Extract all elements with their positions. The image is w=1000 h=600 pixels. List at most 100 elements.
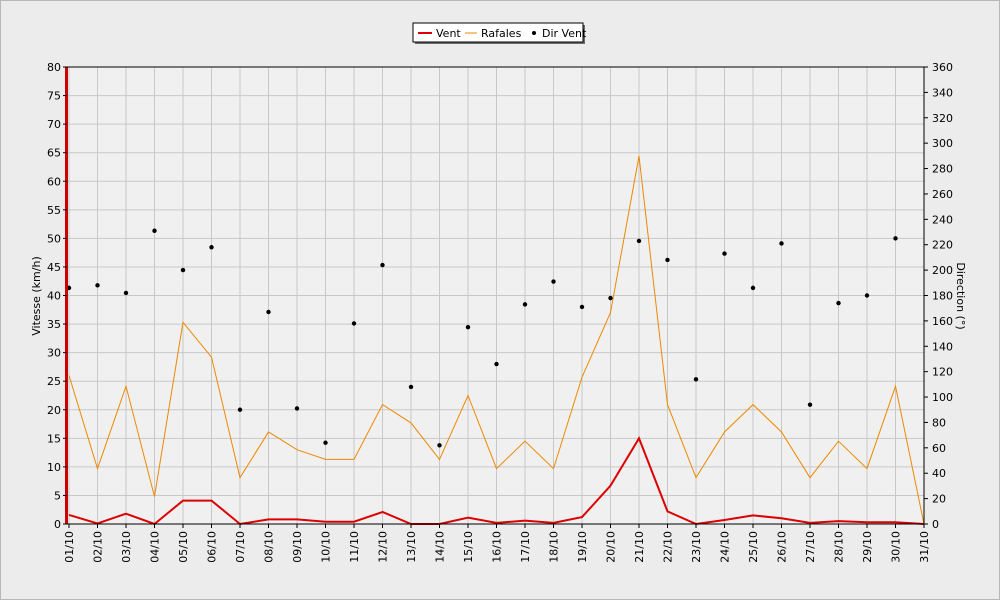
x-tick-label: 04/10	[149, 531, 162, 563]
x-tick-label: 23/10	[690, 531, 703, 563]
y2-tick-label: 240	[932, 213, 953, 226]
y2-tick-label: 200	[932, 264, 953, 277]
x-tick-label: 22/10	[662, 531, 675, 563]
x-tick-label: 11/10	[348, 531, 361, 563]
data-point-dir-vent	[408, 384, 414, 390]
data-point-dir-vent	[351, 321, 357, 326]
legend-label-vent: Vent	[436, 27, 461, 40]
y-tick-label: 20	[47, 404, 61, 417]
y-tick-label: 5	[54, 489, 61, 502]
data-point-dir-vent	[323, 440, 328, 445]
y-tick-label: 65	[47, 147, 61, 160]
x-tick-label: 05/10	[177, 531, 190, 563]
series-line-rafales	[68, 156, 925, 525]
data-point-dir-vent	[665, 257, 670, 263]
y2-tick-label: 120	[932, 366, 953, 379]
x-tick-label: 25/10	[747, 531, 760, 563]
y-tick-label: 35	[47, 318, 61, 331]
y2-tick-label: 160	[932, 315, 953, 328]
y2-tick-label: 360	[932, 61, 953, 74]
x-tick-label: 14/10	[434, 531, 447, 563]
data-point-dir-vent	[209, 245, 214, 250]
x-tick-label: 06/10	[206, 531, 219, 563]
data-point-dir-vent	[636, 238, 642, 244]
y-tick-label: 55	[47, 204, 61, 217]
x-tick-label: 28/10	[833, 531, 846, 563]
y2-tick-label: 80	[932, 416, 946, 429]
y2-axis-title: Direction (°)	[954, 262, 967, 329]
y2-tick-label: 340	[932, 86, 953, 99]
data-point-dir-vent	[750, 285, 756, 291]
y2-tick-label: 300	[932, 137, 953, 150]
axes: 0 5 10 15 20 25 30 35 40 45 50 55 60 65 70 75 80 0 20 40 60 8…	[47, 61, 953, 563]
x-tick-label: 12/10	[377, 531, 390, 563]
data-point-dir-vent	[237, 407, 243, 412]
x-tick-label: 18/10	[548, 531, 561, 563]
data-point-dir-vent	[551, 279, 556, 284]
legend-swatch-dir-vent	[532, 31, 536, 35]
y-tick-label: 40	[47, 290, 61, 303]
x-tick-label: 07/10	[234, 531, 247, 563]
data-point-dir-vent	[380, 262, 385, 268]
data-point-dir-vent	[180, 267, 186, 273]
x-tick-label: 29/10	[861, 531, 874, 563]
y-tick-label: 60	[47, 175, 61, 188]
data-point-dir-vent	[494, 361, 499, 367]
data-point-dir-vent	[693, 377, 699, 382]
series-dir-vent	[66, 228, 898, 448]
legend-box	[412, 22, 584, 43]
x-tick-label: 09/10	[291, 531, 304, 563]
y2-tick-label: 40	[932, 467, 946, 480]
x-tick-label: 27/10	[804, 531, 817, 563]
series-layer	[66, 156, 925, 526]
data-point-dir-vent	[294, 406, 300, 411]
y2-tick-label: 180	[932, 290, 953, 303]
data-point-dir-vent	[779, 241, 784, 246]
x-tick-label: 17/10	[519, 531, 532, 563]
data-point-dir-vent	[722, 251, 727, 256]
y-tick-label: 10	[47, 461, 61, 474]
x-tick-label: 13/10	[405, 531, 418, 563]
data-point-dir-vent	[893, 236, 898, 241]
series-vent	[68, 436, 925, 526]
x-tick-label: 21/10	[633, 531, 646, 563]
y2-tick-label: 220	[932, 239, 953, 252]
data-point-dir-vent	[266, 309, 271, 315]
data-point-dir-vent	[437, 443, 442, 448]
y2-tick-label: 60	[932, 442, 946, 455]
data-point-dir-vent	[465, 325, 471, 330]
x-tick-label: 26/10	[776, 531, 789, 563]
y2-tick-label: 280	[932, 163, 953, 176]
x-tick-label: 24/10	[719, 531, 732, 563]
y-tick-label: 80	[47, 61, 61, 74]
series-rafales	[68, 156, 925, 525]
x-tick-label: 31/10	[918, 531, 931, 563]
y2-tick-label: 260	[932, 188, 953, 201]
data-point-dir-vent	[152, 228, 157, 233]
y2-tick-label: 100	[932, 391, 953, 404]
x-tick-label: 03/10	[120, 531, 133, 563]
legend-label-rafales: Rafales	[481, 27, 522, 40]
y2-tick-label: 320	[932, 112, 953, 125]
y-tick-label: 75	[47, 90, 61, 103]
x-tick-label: 20/10	[605, 531, 618, 563]
x-tick-label: 19/10	[576, 531, 589, 563]
y-tick-label: 0	[54, 518, 61, 531]
legend-label-dir-vent: Dir Vent	[542, 27, 587, 40]
y-tick-label: 25	[47, 375, 61, 388]
y-tick-label: 70	[47, 118, 61, 131]
x-tick-label: 02/10	[92, 531, 105, 563]
x-tick-label: 10/10	[320, 531, 333, 563]
y-axis-title: Vitesse (km/h)	[30, 256, 43, 336]
legend: Vent Rafales Dir Vent	[412, 22, 587, 44]
data-point-dir-vent	[522, 302, 528, 307]
x-tick-label: 01/10	[63, 531, 76, 563]
y-tick-label: 30	[47, 347, 61, 360]
x-tick-label: 08/10	[263, 531, 276, 563]
y2-tick-label: 0	[932, 518, 939, 531]
data-point-dir-vent	[836, 300, 841, 306]
data-point-dir-vent	[123, 290, 129, 296]
x-tick-label: 15/10	[462, 531, 475, 563]
y2-tick-label: 140	[932, 340, 953, 353]
